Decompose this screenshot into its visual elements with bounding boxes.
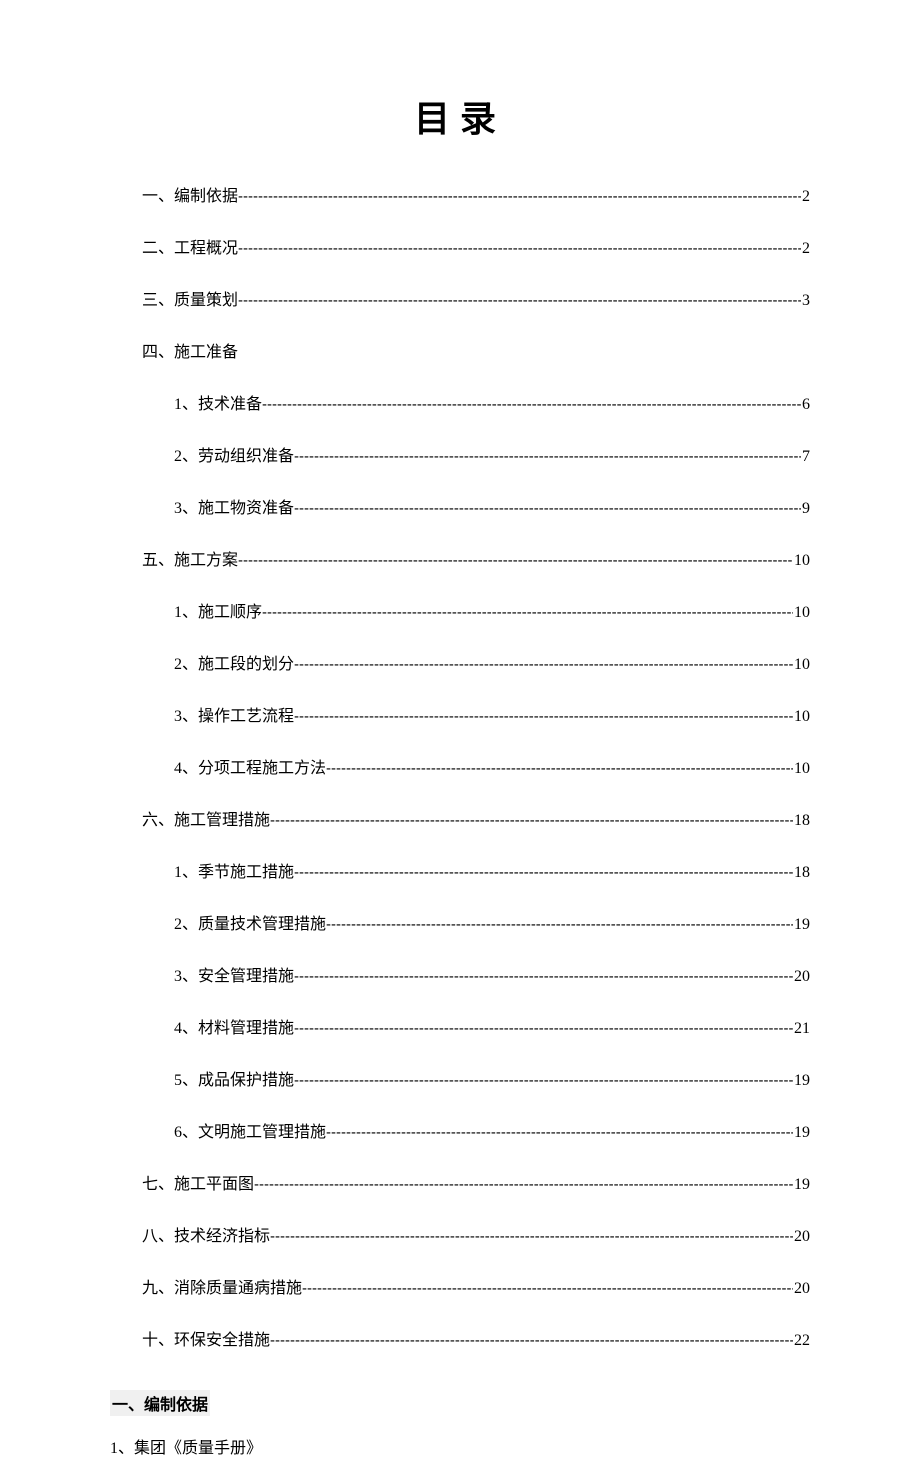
toc-leader-dashes: [238, 188, 801, 205]
toc-page-number: 10: [793, 760, 810, 778]
toc-leader-dashes: [294, 656, 793, 673]
toc-entry: 三、质量策划 3: [110, 286, 810, 310]
toc-page-number: 10: [793, 552, 810, 570]
toc-leader-dashes: [238, 240, 801, 257]
toc-label: 五、施工方案: [142, 546, 238, 570]
toc-label: 六、施工管理措施: [142, 806, 270, 830]
toc-leader-dashes: [326, 916, 793, 933]
toc-page-number: 2: [801, 240, 810, 258]
toc-page-number: 18: [793, 812, 810, 830]
body-text-line: 1、集团《质量手册》: [110, 1434, 810, 1458]
toc-entry: 2、质量技术管理措施 19: [110, 910, 810, 934]
toc-label: 1、施工顺序: [174, 598, 262, 622]
toc-label: 十、环保安全措施: [142, 1326, 270, 1350]
toc-label: 3、操作工艺流程: [174, 702, 294, 726]
toc-entry: 3、操作工艺流程 10: [110, 702, 810, 726]
toc-page-number: 20: [793, 1228, 810, 1246]
toc-page-number: 2: [801, 188, 810, 206]
toc-leader-dashes: [262, 396, 801, 413]
toc-leader-dashes: [294, 708, 793, 725]
toc-page-number: 6: [801, 396, 810, 414]
toc-page-number: 19: [793, 916, 810, 934]
toc-label: 4、分项工程施工方法: [174, 754, 326, 778]
toc-entry: 5、成品保护措施 19: [110, 1066, 810, 1090]
toc-entry: 一、编制依据 2: [110, 182, 810, 206]
toc-leader-dashes: [238, 292, 801, 309]
toc-entry: 2、劳动组织准备 7: [110, 442, 810, 466]
toc-label: 八、技术经济指标: [142, 1222, 270, 1246]
toc-label: 1、季节施工措施: [174, 858, 294, 882]
toc-leader-dashes: [294, 968, 793, 985]
toc-page-number: 22: [793, 1332, 810, 1350]
toc-leader-dashes: [302, 1280, 793, 1297]
section-heading: 一、编制依据: [110, 1390, 210, 1416]
toc-entry: 八、技术经济指标 20: [110, 1222, 810, 1246]
toc-page-number: 3: [801, 292, 810, 310]
toc-leader-dashes: [254, 1176, 793, 1193]
toc-label: 2、质量技术管理措施: [174, 910, 326, 934]
toc-page-number: 7: [801, 448, 810, 466]
toc-entry: 1、施工顺序 10: [110, 598, 810, 622]
table-of-contents: 一、编制依据 2 二、工程概况 2 三、质量策划 3 四、施工准备 1、技术准备 6 2、劳动组织…: [110, 182, 810, 1350]
toc-page-number: 20: [793, 968, 810, 986]
toc-leader-dashes: [238, 552, 793, 569]
toc-label: 一、编制依据: [142, 182, 238, 206]
toc-entry: 十、环保安全措施 22: [110, 1326, 810, 1350]
toc-entry: 1、技术准备 6: [110, 390, 810, 414]
toc-entry: 2、施工段的划分 10: [110, 650, 810, 674]
toc-page-number: 18: [793, 864, 810, 882]
toc-leader-dashes: [294, 448, 801, 465]
toc-entry: 二、工程概况 2: [110, 234, 810, 258]
toc-page-number: 20: [793, 1280, 810, 1298]
toc-leader-dashes: [326, 760, 793, 777]
toc-leader-dashes: [326, 1124, 793, 1141]
toc-page-number: 19: [793, 1176, 810, 1194]
toc-entry: 6、文明施工管理措施 19: [110, 1118, 810, 1142]
toc-leader-dashes: [270, 1228, 793, 1245]
toc-label: 3、施工物资准备: [174, 494, 294, 518]
toc-leader-dashes: [294, 1072, 793, 1089]
toc-label: 3、安全管理措施: [174, 962, 294, 986]
toc-leader-dashes: [294, 864, 793, 881]
toc-page-number: 9: [801, 500, 810, 518]
toc-leader-dashes: [262, 604, 793, 621]
toc-page-number: 10: [793, 604, 810, 622]
toc-leader-dashes: [294, 1020, 793, 1037]
toc-page-number: 19: [793, 1124, 810, 1142]
toc-label: 七、施工平面图: [142, 1170, 254, 1194]
toc-label: 5、成品保护措施: [174, 1066, 294, 1090]
toc-entry: 五、施工方案 10: [110, 546, 810, 570]
toc-label: 2、劳动组织准备: [174, 442, 294, 466]
toc-entry: 3、施工物资准备 9: [110, 494, 810, 518]
toc-label: 2、施工段的划分: [174, 650, 294, 674]
toc-page-number: 10: [793, 708, 810, 726]
toc-page-number: 10: [793, 656, 810, 674]
toc-label: 6、文明施工管理措施: [174, 1118, 326, 1142]
toc-entry: 四、施工准备: [110, 338, 810, 362]
toc-entry: 3、安全管理措施 20: [110, 962, 810, 986]
toc-label: 4、材料管理措施: [174, 1014, 294, 1038]
toc-label: 三、质量策划: [142, 286, 238, 310]
toc-entry: 4、分项工程施工方法 10: [110, 754, 810, 778]
toc-leader-dashes: [294, 500, 801, 517]
toc-entry: 七、施工平面图 19: [110, 1170, 810, 1194]
toc-entry: 4、材料管理措施 21: [110, 1014, 810, 1038]
page-title: 目录: [110, 90, 810, 142]
toc-page-number: 19: [793, 1072, 810, 1090]
toc-leader-dashes: [270, 812, 793, 829]
toc-entry: 六、施工管理措施 18: [110, 806, 810, 830]
toc-page-number: 21: [793, 1020, 810, 1038]
toc-entry: 1、季节施工措施 18: [110, 858, 810, 882]
toc-label: 1、技术准备: [174, 390, 262, 414]
toc-entry: 九、消除质量通病措施 20: [110, 1274, 810, 1298]
toc-label: 四、施工准备: [142, 338, 238, 362]
toc-label: 二、工程概况: [142, 234, 238, 258]
toc-leader-dashes: [270, 1332, 793, 1349]
toc-label: 九、消除质量通病措施: [142, 1274, 302, 1298]
